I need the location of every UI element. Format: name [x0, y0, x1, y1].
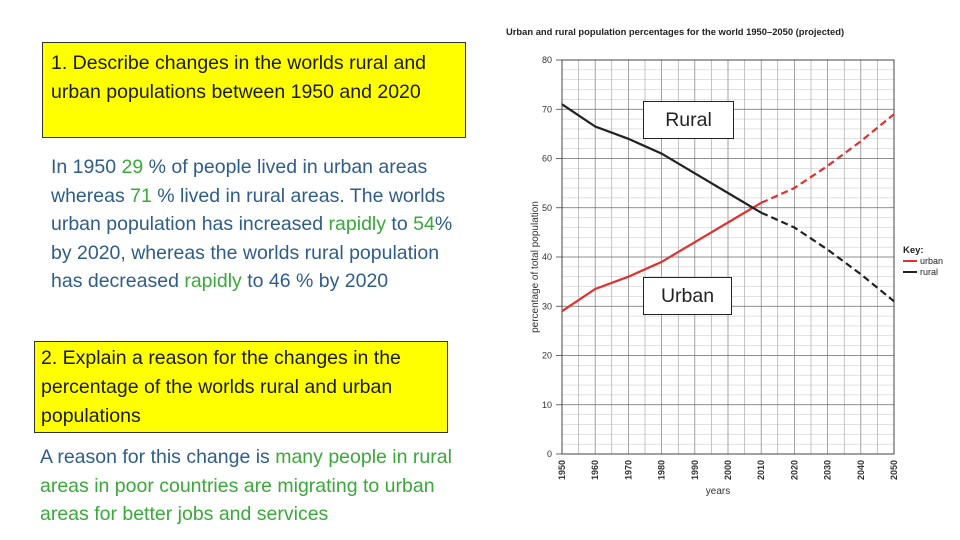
series-line-rural — [561, 103, 762, 214]
population-chart: Urban and rural population percentages f… — [506, 26, 943, 497]
x-tick-labels: 1950 1960 1970 1980 1990 2000 2010 2020 2030 2040… — [557, 460, 899, 480]
legend-urban-label: urban — [920, 256, 943, 266]
y-tick-labels: 0 10 20 30 40 50 60 70 80 — [542, 55, 562, 459]
x-tick-label: 1960 — [590, 460, 600, 480]
rural-callout: Rural — [643, 101, 734, 139]
chart-title: Urban and rural population percentages f… — [506, 26, 844, 37]
y-axis-label: percentage of total population — [530, 201, 541, 333]
question-2-box: 2. Explain a reason for the changes in t… — [34, 341, 448, 433]
answer-2-text: A reason for this change is many people … — [40, 443, 470, 529]
x-tick-label: 2030 — [823, 460, 833, 480]
x-tick-label: 2000 — [723, 460, 733, 480]
answer-1-rate-rural: rapidly — [184, 270, 242, 292]
x-tick-label: 1950 — [557, 460, 567, 480]
answer-1-part: % of people lived in urban areas whereas — [51, 156, 428, 207]
y-tick-label: 10 — [542, 400, 552, 410]
series-line-rural-projected — [760, 211, 895, 303]
answer-1-part: % by 2020, whereas the worlds rural popu… — [51, 213, 453, 292]
x-tick-label: 2020 — [789, 460, 799, 480]
answer-1-rural-1950: 71 — [130, 184, 152, 207]
legend-rural-label: rural — [920, 267, 938, 277]
y-tick-label: 0 — [547, 449, 552, 459]
x-axis-label: years — [706, 486, 730, 497]
y-tick-label: 70 — [542, 104, 552, 114]
answer-1-part: to — [386, 213, 414, 235]
x-tick-label: 2050 — [889, 460, 899, 480]
y-tick-label: 20 — [542, 351, 552, 361]
y-tick-label: 50 — [542, 203, 552, 213]
legend-title: Key: — [903, 245, 924, 256]
answer-1-part: to 46 % by 2020 — [241, 270, 389, 292]
chart-legend: Key: urban rural — [903, 245, 943, 277]
answer-1-part: In 1950 — [51, 156, 122, 178]
question-1-box: 1. Describe changes in the worlds rural … — [42, 42, 466, 138]
answer-1-text: In 1950 29 % of people lived in urban ar… — [51, 153, 471, 296]
answer-2-reason: many people in rural areas in poor count… — [40, 446, 452, 525]
y-tick-label: 40 — [542, 252, 552, 262]
y-tick-label: 60 — [542, 154, 552, 164]
x-tick-label: 1990 — [690, 460, 700, 480]
y-tick-label: 30 — [542, 301, 552, 311]
x-tick-label: 1970 — [623, 460, 633, 480]
answer-1-rate-urban: rapidly — [328, 213, 386, 235]
x-tick-label: 2010 — [756, 460, 766, 480]
series-line-urban-projected — [760, 113, 895, 204]
y-tick-label: 80 — [542, 55, 552, 65]
series-line-urban — [561, 201, 762, 313]
answer-1-urban-2020: 54 — [413, 213, 435, 235]
question-2-text: 2. Explain a reason for the changes in t… — [41, 347, 401, 427]
answer-2-part: A reason for this change is — [40, 446, 276, 468]
x-tick-label: 2040 — [856, 460, 866, 480]
urban-callout: Urban — [643, 277, 732, 315]
question-1-text: 1. Describe changes in the worlds rural … — [51, 52, 427, 103]
series-lines — [561, 103, 895, 313]
answer-1-urban-1950: 29 — [121, 156, 144, 178]
answer-1-part: % lived in rural areas. The worlds urban… — [51, 184, 446, 236]
x-tick-label: 1980 — [657, 460, 667, 480]
